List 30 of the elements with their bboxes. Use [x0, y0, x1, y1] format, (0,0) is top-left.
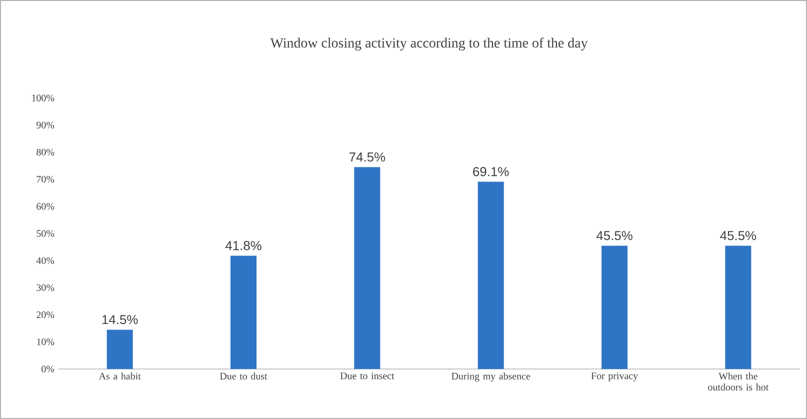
y-tick-label: 20% [36, 311, 54, 318]
bar [354, 167, 380, 369]
data-label: 41.8% [225, 241, 262, 250]
x-tick-label: During my absence [452, 372, 530, 382]
y-tick-label: 10% [37, 338, 54, 346]
bar [478, 182, 504, 369]
x-tick-label: When the outdoors is hot [708, 372, 769, 390]
data-label: 69.1% [473, 167, 509, 176]
chart-title: Window closing activity according to the time of the day [270, 38, 588, 51]
y-tick-label: 70% [36, 176, 54, 183]
data-label: 45.5% [596, 231, 632, 240]
bar [725, 246, 752, 369]
x-tick-label: As a habit [98, 372, 141, 380]
y-tick-label: 90% [36, 122, 54, 128]
y-tick-label: 80% [36, 148, 54, 156]
y-tick-label: 100% [32, 94, 54, 102]
y-tick-label: 30% [36, 284, 54, 292]
bar [106, 330, 133, 369]
y-tick-label: 0% [42, 366, 54, 372]
y-tick-label: 50% [36, 230, 54, 237]
x-tick-label: Due to dust [220, 372, 268, 380]
bar [602, 246, 628, 369]
y-tick-label: 40% [36, 257, 54, 264]
data-label: 45.5% [720, 231, 756, 240]
x-tick-label: For privacy [591, 372, 638, 382]
x-tick-label: Due to insect [340, 372, 394, 380]
data-label: 14.5% [102, 315, 138, 324]
data-label: 74.5% [349, 152, 386, 162]
y-tick-label: 60% [36, 203, 54, 210]
bar [230, 256, 257, 369]
